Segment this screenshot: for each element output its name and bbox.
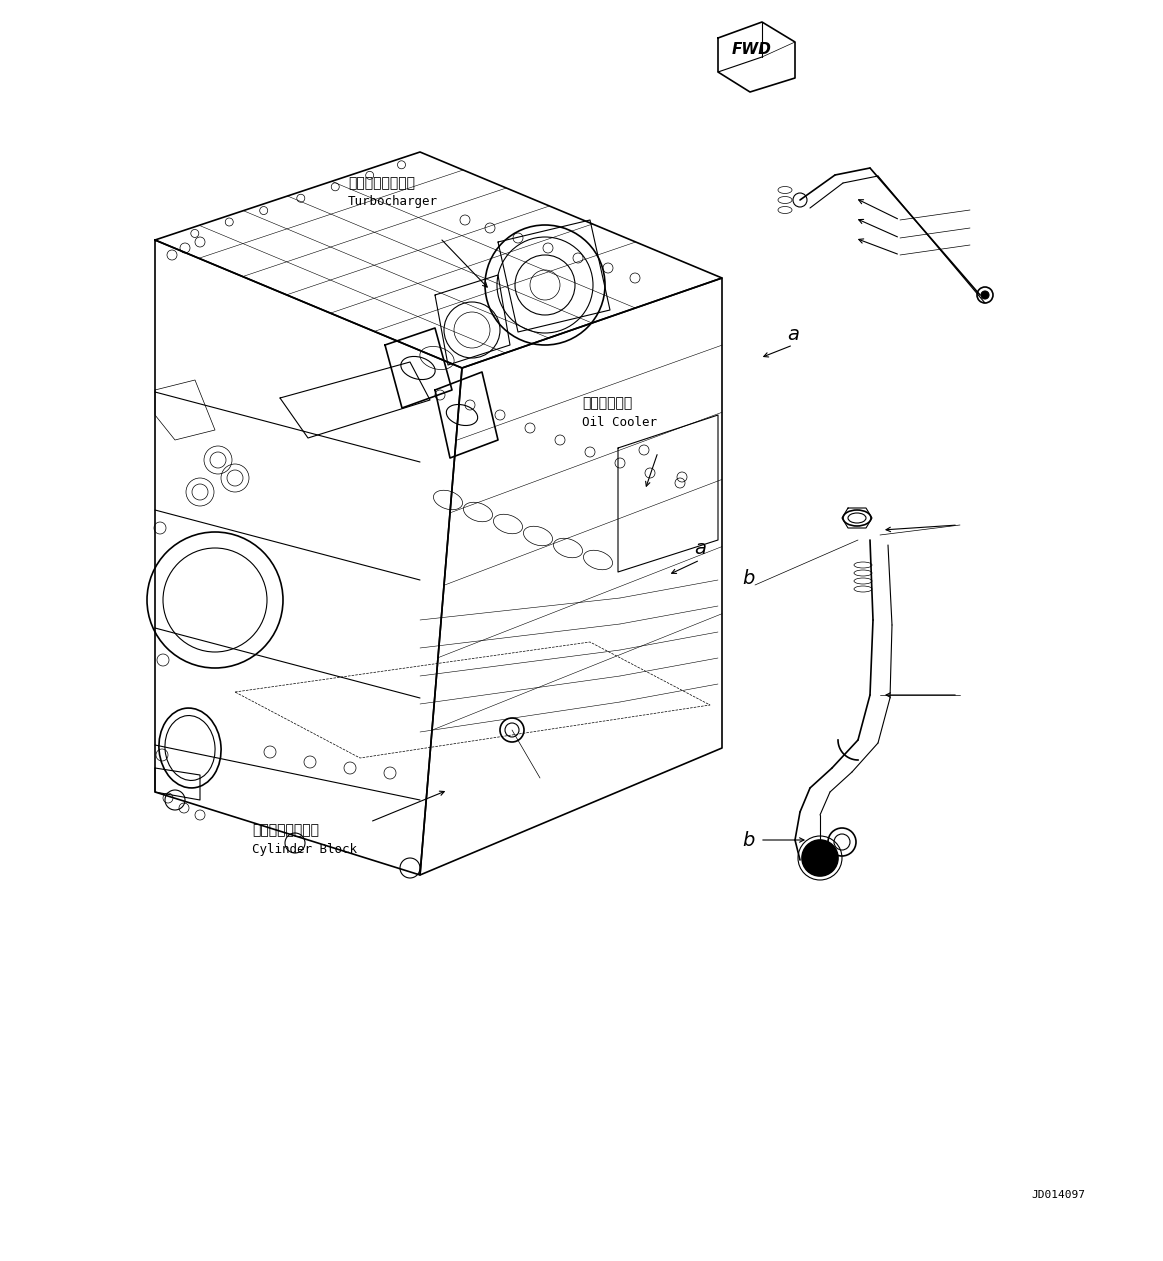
- Circle shape: [802, 840, 839, 876]
- Text: JD014097: JD014097: [1032, 1190, 1085, 1200]
- Text: b: b: [742, 831, 754, 850]
- Text: a: a: [694, 538, 706, 557]
- Text: シリンダブロック: シリンダブロック: [252, 823, 319, 837]
- Text: b: b: [742, 569, 754, 588]
- Text: a: a: [787, 325, 799, 344]
- Text: ターボチャージャ: ターボチャージャ: [348, 177, 415, 190]
- Circle shape: [982, 291, 989, 299]
- Text: Turbocharger: Turbocharger: [348, 195, 438, 208]
- Text: FWD: FWD: [732, 43, 772, 58]
- Text: Oil Cooler: Oil Cooler: [582, 416, 657, 429]
- Text: Cylinder Block: Cylinder Block: [252, 844, 357, 856]
- Text: オイルクーラ: オイルクーラ: [582, 396, 633, 410]
